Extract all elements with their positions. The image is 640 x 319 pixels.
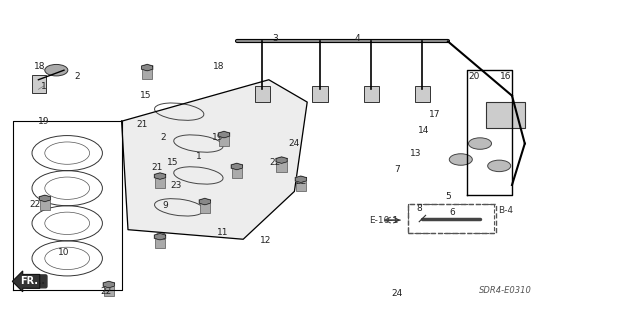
Text: 18: 18 xyxy=(34,63,45,71)
Text: 18: 18 xyxy=(213,63,225,71)
Polygon shape xyxy=(199,198,211,205)
Polygon shape xyxy=(39,195,51,202)
Circle shape xyxy=(488,160,511,172)
Bar xyxy=(486,102,525,128)
Text: FR.: FR. xyxy=(28,276,45,286)
Polygon shape xyxy=(122,80,307,239)
Polygon shape xyxy=(231,163,243,170)
Bar xyxy=(155,237,165,248)
Polygon shape xyxy=(141,64,153,71)
Text: 22: 22 xyxy=(269,158,281,167)
Text: 15: 15 xyxy=(167,158,179,167)
Text: 11: 11 xyxy=(217,228,228,237)
Polygon shape xyxy=(154,234,166,240)
Polygon shape xyxy=(154,173,166,179)
Text: 22: 22 xyxy=(295,177,307,186)
Bar xyxy=(255,86,270,102)
Text: 6: 6 xyxy=(449,208,454,217)
Text: FR.: FR. xyxy=(20,276,38,286)
Bar xyxy=(200,202,210,213)
Bar xyxy=(364,86,379,102)
Bar xyxy=(276,160,287,172)
Bar xyxy=(40,198,50,210)
Circle shape xyxy=(449,154,472,165)
Bar xyxy=(312,86,328,102)
Text: 14: 14 xyxy=(418,126,429,135)
Text: 16: 16 xyxy=(500,72,511,81)
Bar xyxy=(232,167,242,178)
Text: 8: 8 xyxy=(417,204,422,213)
Polygon shape xyxy=(295,176,307,182)
Bar xyxy=(104,285,114,296)
Polygon shape xyxy=(218,131,230,138)
Bar xyxy=(415,86,430,102)
Text: 24: 24 xyxy=(289,139,300,148)
Text: 2: 2 xyxy=(161,133,166,142)
Text: 12: 12 xyxy=(260,236,271,245)
Text: 23: 23 xyxy=(156,233,167,242)
Bar xyxy=(408,204,494,233)
Text: 5: 5 xyxy=(445,192,451,201)
Text: 24: 24 xyxy=(391,289,403,298)
Bar xyxy=(296,179,306,191)
Text: 3: 3 xyxy=(273,34,278,43)
Text: 21: 21 xyxy=(152,163,163,172)
Text: 4: 4 xyxy=(355,34,360,43)
Text: SDR4-E0310: SDR4-E0310 xyxy=(479,286,532,295)
Bar xyxy=(219,135,229,146)
Text: 10: 10 xyxy=(58,248,70,256)
Text: 13: 13 xyxy=(410,149,422,158)
Circle shape xyxy=(468,138,492,149)
Polygon shape xyxy=(103,281,115,288)
Text: 22: 22 xyxy=(100,287,111,296)
Text: 1: 1 xyxy=(41,82,46,91)
Polygon shape xyxy=(276,157,287,163)
Bar xyxy=(155,176,165,188)
Text: 15: 15 xyxy=(140,91,152,100)
Text: 21: 21 xyxy=(136,120,148,129)
Text: 22: 22 xyxy=(29,200,41,209)
Text: 7: 7 xyxy=(394,165,399,174)
Text: 17: 17 xyxy=(429,110,441,119)
Text: B-4: B-4 xyxy=(498,206,513,215)
Text: 19: 19 xyxy=(38,117,49,126)
Text: 20: 20 xyxy=(468,72,479,81)
Bar xyxy=(142,68,152,79)
Text: 2: 2 xyxy=(74,72,79,81)
Bar xyxy=(408,204,496,233)
Circle shape xyxy=(45,64,68,76)
Text: 1: 1 xyxy=(196,152,201,161)
Bar xyxy=(32,75,46,93)
Text: E-10-1: E-10-1 xyxy=(369,216,399,225)
Text: 9: 9 xyxy=(163,201,168,210)
Text: 19: 19 xyxy=(212,133,223,142)
Text: 23: 23 xyxy=(170,181,182,189)
